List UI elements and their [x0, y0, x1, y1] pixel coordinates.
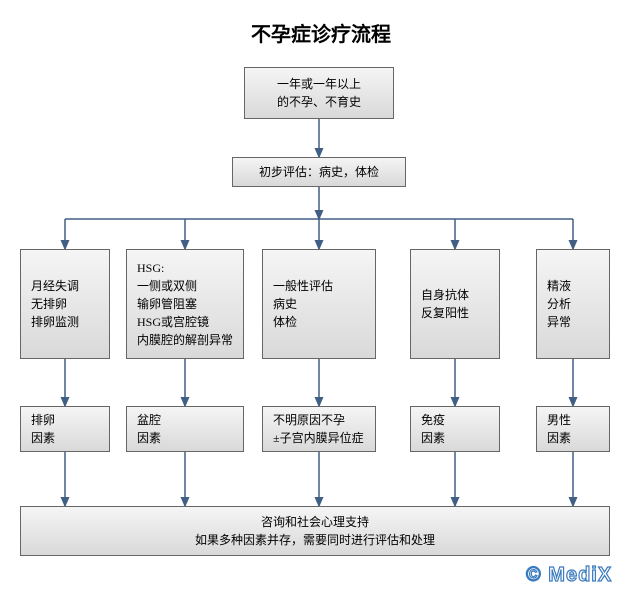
node-line: 因素 — [421, 429, 445, 447]
node-line: 不明原因不孕 — [273, 411, 345, 429]
node-r4: 自身抗体反复阳性 — [410, 249, 500, 359]
node-line: 免疫 — [421, 411, 445, 429]
node-line: 无排卵 — [31, 295, 67, 313]
node-line: 一年或一年以上 — [277, 75, 361, 93]
node-final: 咨询和社会心理支持如果多种因素并存，需要同时进行评估和处理 — [20, 506, 610, 556]
node-line: ±子宫内膜异位症 — [273, 429, 364, 447]
node-n2: 初步评估：病史，体检 — [232, 157, 406, 187]
node-line: 因素 — [137, 429, 161, 447]
node-line: 内膜腔的解剖异常 — [137, 331, 233, 349]
node-r3: 一般性评估病史体检 — [262, 249, 376, 359]
node-line: 自身抗体 — [421, 286, 469, 304]
node-f3: 不明原因不孕±子宫内膜异位症 — [262, 406, 376, 452]
node-line: 如果多种因素并存，需要同时进行评估和处理 — [195, 531, 435, 549]
node-f2: 盆腔因素 — [126, 406, 244, 452]
node-line: 排卵 — [31, 411, 55, 429]
node-line: 排卵监测 — [31, 313, 79, 331]
node-line: HSG: — [137, 259, 164, 277]
node-r1: 月经失调无排卵排卵监测 — [20, 249, 110, 359]
node-line: 输卵管阻塞 — [137, 295, 197, 313]
watermark: © MediX — [526, 564, 612, 587]
node-line: HSG或宫腔镜 — [137, 313, 209, 331]
node-line: 盆腔 — [137, 411, 161, 429]
node-r2: HSG:一侧或双侧输卵管阻塞HSG或宫腔镜内膜腔的解剖异常 — [126, 249, 244, 359]
flowchart-title: 不孕症诊疗流程 — [0, 0, 642, 47]
node-line: 咨询和社会心理支持 — [261, 513, 369, 531]
node-line: 精液 — [547, 277, 571, 295]
node-line: 的不孕、不育史 — [277, 93, 361, 111]
node-line: 体检 — [273, 313, 297, 331]
node-line: 一侧或双侧 — [137, 277, 197, 295]
node-line: 因素 — [31, 429, 55, 447]
node-line: 一般性评估 — [273, 277, 333, 295]
node-f5: 男性因素 — [536, 406, 610, 452]
node-f1: 排卵因素 — [20, 406, 110, 452]
node-line: 分析 — [547, 295, 571, 313]
node-line: 反复阳性 — [421, 304, 469, 322]
node-line: 初步评估：病史，体检 — [259, 163, 379, 181]
node-line: 因素 — [547, 429, 571, 447]
node-line: 异常 — [547, 313, 571, 331]
node-n1: 一年或一年以上的不孕、不育史 — [244, 67, 394, 119]
node-line: 病史 — [273, 295, 297, 313]
node-line: 男性 — [547, 411, 571, 429]
node-line: 月经失调 — [31, 277, 79, 295]
node-f4: 免疫因素 — [410, 406, 500, 452]
node-r5: 精液分析异常 — [536, 249, 610, 359]
